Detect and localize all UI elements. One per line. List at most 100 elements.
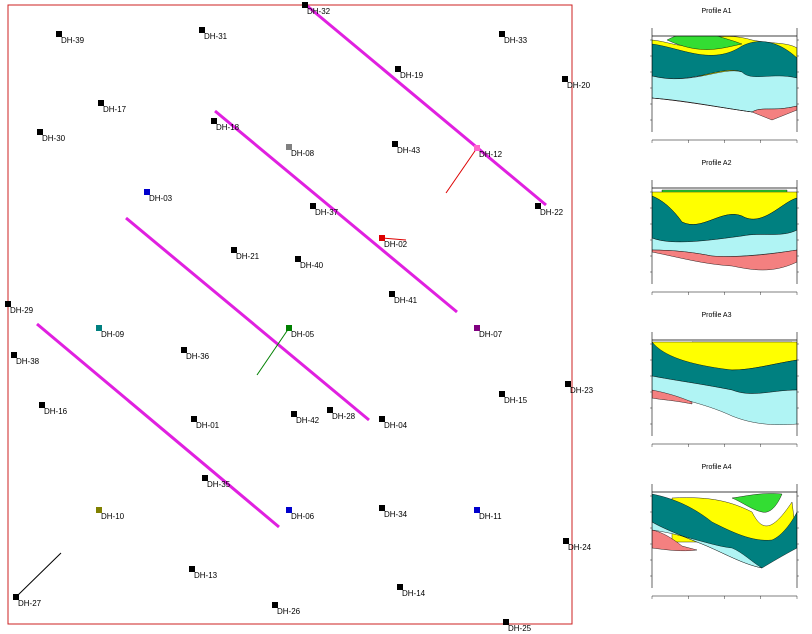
drillhole-dh-17[interactable]: DH-17 — [98, 100, 127, 114]
drillhole-dh-43[interactable]: DH-43 — [392, 141, 421, 155]
drillhole-marker[interactable] — [310, 203, 316, 209]
drillhole-dh-38[interactable]: DH-38 — [11, 352, 40, 366]
drillhole-marker[interactable] — [327, 407, 333, 413]
drillhole-marker[interactable] — [39, 402, 45, 408]
drillhole-dh-14[interactable]: DH-14 — [397, 584, 426, 598]
hole-trace-dh-27 — [15, 552, 62, 598]
drillhole-marker[interactable] — [37, 129, 43, 135]
drillhole-dh-07[interactable]: DH-07 — [474, 325, 503, 339]
drillhole-marker[interactable] — [379, 235, 385, 241]
drillhole-label: DH-25 — [508, 624, 532, 633]
drillhole-marker[interactable] — [499, 31, 505, 37]
drillhole-label: DH-28 — [332, 412, 356, 421]
drillhole-label: DH-34 — [384, 510, 408, 519]
drillhole-dh-11[interactable]: DH-11 — [474, 507, 502, 521]
drillhole-marker[interactable] — [563, 538, 569, 544]
section-line-a2[interactable] — [214, 109, 458, 314]
drillhole-dh-35[interactable]: DH-35 — [202, 475, 231, 489]
drillhole-marker[interactable] — [286, 325, 292, 331]
drillhole-marker[interactable] — [272, 602, 278, 608]
drillhole-dh-01[interactable]: DH-01 — [191, 416, 220, 430]
drillhole-marker[interactable] — [397, 584, 403, 590]
drillhole-dh-20[interactable]: DH-20 — [562, 76, 591, 90]
drillhole-marker[interactable] — [96, 507, 102, 513]
drillhole-dh-15[interactable]: DH-15 — [499, 391, 528, 405]
drillhole-dh-42[interactable]: DH-42 — [291, 411, 320, 425]
drillhole-dh-19[interactable]: DH-19 — [395, 66, 424, 80]
drillhole-dh-21[interactable]: DH-21 — [231, 247, 260, 261]
drillhole-dh-03[interactable]: DH-03 — [144, 189, 173, 203]
drillhole-marker[interactable] — [199, 27, 205, 33]
drillhole-dh-23[interactable]: DH-23 — [565, 381, 594, 395]
drillhole-marker[interactable] — [189, 566, 195, 572]
drillhole-dh-33[interactable]: DH-33 — [499, 31, 528, 45]
drillhole-marker[interactable] — [181, 347, 187, 353]
drillhole-dh-37[interactable]: DH-37 — [310, 203, 339, 217]
drillhole-marker[interactable] — [191, 416, 197, 422]
drillhole-dh-27[interactable]: DH-27 — [13, 594, 42, 608]
drillhole-dh-36[interactable]: DH-36 — [181, 347, 210, 361]
drillhole-marker[interactable] — [11, 352, 17, 358]
drillhole-dh-34[interactable]: DH-34 — [379, 505, 408, 519]
drillhole-dh-29[interactable]: DH-29 — [5, 301, 34, 315]
profile-layer-green — [666, 36, 743, 50]
drillhole-marker[interactable] — [395, 66, 401, 72]
drillhole-dh-18[interactable]: DH-18 — [211, 118, 240, 132]
drillhole-marker[interactable] — [56, 31, 62, 37]
section-line-a4[interactable] — [36, 322, 280, 529]
drillhole-dh-24[interactable]: DH-24 — [563, 538, 592, 552]
drillhole-dh-39[interactable]: DH-39 — [56, 31, 85, 45]
drillhole-marker[interactable] — [535, 203, 541, 209]
drillhole-marker[interactable] — [5, 301, 11, 307]
drillhole-dh-22[interactable]: DH-22 — [535, 203, 564, 217]
drillhole-marker[interactable] — [202, 475, 208, 481]
drillhole-marker[interactable] — [379, 505, 385, 511]
drillhole-marker[interactable] — [286, 144, 292, 150]
drillhole-marker[interactable] — [286, 507, 292, 513]
section-line-a3[interactable] — [125, 216, 370, 422]
profile-3[interactable]: Profile A3 — [650, 312, 799, 447]
profile-1[interactable]: Profile A1 — [650, 8, 799, 143]
drillhole-dh-16[interactable]: DH-16 — [39, 402, 68, 416]
drillhole-dh-02[interactable]: DH-02 — [379, 235, 408, 249]
drillhole-dh-12[interactable]: DH-12 — [474, 145, 503, 159]
drillhole-marker[interactable] — [144, 189, 150, 195]
drillhole-marker[interactable] — [211, 118, 217, 124]
drillhole-dh-10[interactable]: DH-10 — [96, 507, 125, 521]
drillhole-dh-32[interactable]: DH-32 — [302, 2, 331, 16]
drillhole-dh-13[interactable]: DH-13 — [189, 566, 218, 580]
section-line-a1[interactable] — [305, 3, 547, 207]
drillhole-marker[interactable] — [474, 507, 480, 513]
drillhole-dh-40[interactable]: DH-40 — [295, 256, 324, 270]
drillhole-marker[interactable] — [302, 2, 308, 8]
drillhole-marker[interactable] — [392, 141, 398, 147]
drillhole-dh-05[interactable]: DH-05 — [286, 325, 315, 339]
profile-2[interactable]: Profile A2 — [650, 160, 799, 295]
drillhole-dh-06[interactable]: DH-06 — [286, 507, 315, 521]
drillhole-dh-26[interactable]: DH-26 — [272, 602, 301, 616]
drillhole-marker[interactable] — [565, 381, 571, 387]
drillhole-marker[interactable] — [389, 291, 395, 297]
drillhole-dh-31[interactable]: DH-31 — [199, 27, 228, 41]
drillhole-dh-08[interactable]: DH-08 — [286, 144, 315, 158]
drillhole-marker[interactable] — [474, 325, 480, 331]
drillhole-marker[interactable] — [379, 416, 385, 422]
drillhole-dh-30[interactable]: DH-30 — [37, 129, 66, 143]
profile-4[interactable]: Profile A4 — [650, 464, 799, 599]
drillhole-dh-41[interactable]: DH-41 — [389, 291, 418, 305]
drillhole-dh-28[interactable]: DH-28 — [327, 407, 356, 421]
drillhole-marker[interactable] — [98, 100, 104, 106]
drillhole-marker[interactable] — [231, 247, 237, 253]
drillhole-marker[interactable] — [295, 256, 301, 262]
drillhole-marker[interactable] — [13, 594, 19, 600]
drillhole-dh-09[interactable]: DH-09 — [96, 325, 125, 339]
drillhole-dh-25[interactable]: DH-25 — [503, 619, 532, 633]
drillhole-marker[interactable] — [562, 76, 568, 82]
drillhole-marker[interactable] — [499, 391, 505, 397]
drillhole-dh-04[interactable]: DH-04 — [379, 416, 408, 430]
drillhole-marker[interactable] — [96, 325, 102, 331]
drillhole-marker[interactable] — [503, 619, 509, 625]
drillhole-marker[interactable] — [291, 411, 297, 417]
drillhole-marker[interactable] — [474, 145, 480, 151]
